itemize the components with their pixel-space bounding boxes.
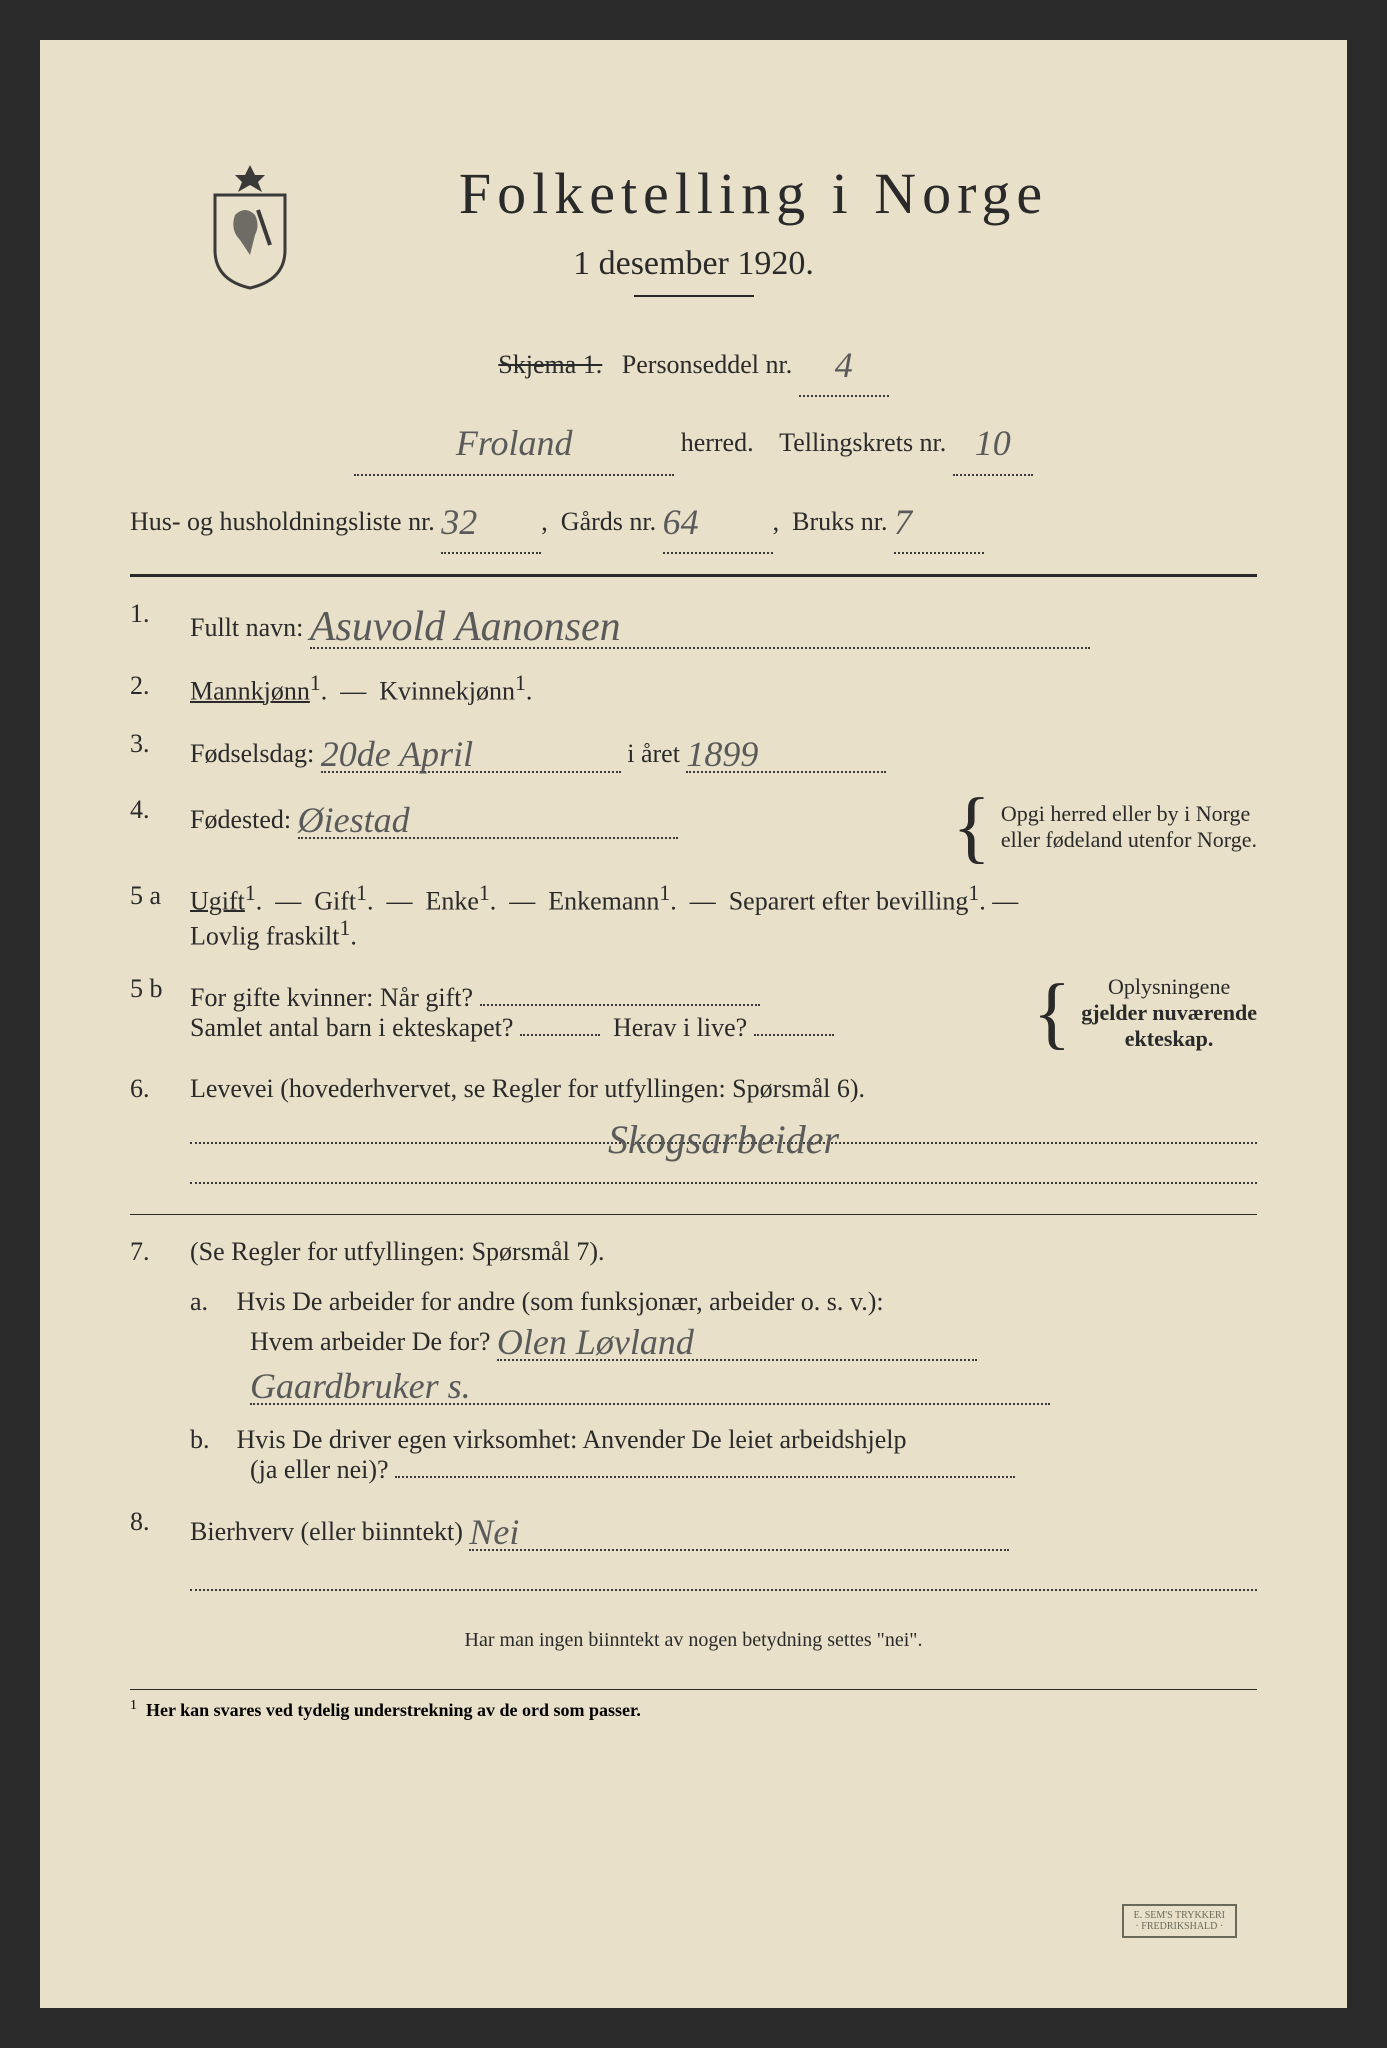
q8-value: Nei [469,1512,519,1552]
skjema-line: Skjema 1. Personseddel nr. 4 [130,327,1257,397]
q7a-text1: Hvis De arbeider for andre (som funksjon… [237,1287,884,1316]
header-rule [634,295,754,297]
q7-label: (Se Regler for utfyllingen: Spørsmål 7). [190,1237,604,1266]
q8-label: Bierhverv (eller biinntekt) [190,1517,463,1546]
q5b-label1: For gifte kvinner: Når gift? [190,983,473,1012]
q4-note1: Opgi herred eller by i Norge [1001,801,1257,827]
question-5a: 5 a Ugift1. — Gift1. — Enke1. — Enkemann… [130,881,1257,952]
q5b-num: 5 b [130,974,190,1004]
q7a-text2: Hvem arbeider De for? [250,1327,490,1356]
gards-value: 64 [663,502,699,542]
q5a-separert: Separert efter bevilling [729,886,969,915]
q1-label: Fullt navn: [190,613,303,642]
footnote-text: Her kan svares ved tydelig understreknin… [146,1700,641,1720]
q5a-gift: Gift [314,886,356,915]
stamp-line2: · FREDRIKSHALD · [1134,1921,1225,1932]
form-title: Folketelling i Norge [250,160,1257,227]
q7-num: 7. [130,1237,190,1267]
q1-num: 1. [130,599,190,629]
q8-num: 8. [130,1507,190,1537]
q5b-label3: Herav i live? [613,1013,747,1042]
q2-mann: Mannkjønn [190,677,310,706]
q6-label: Levevei (hovederhvervet, se Regler for u… [190,1074,865,1103]
q6-num: 6. [130,1074,190,1104]
husliste-value: 32 [441,502,477,542]
q5a-enke: Enke [425,886,478,915]
gards-label: Gårds nr. [561,507,656,536]
q4-num: 4. [130,795,190,825]
q5a-fraskilt: Lovlig fraskilt [190,922,339,951]
q5a-num: 5 a [130,881,190,911]
husliste-label: Hus- og husholdningsliste nr. [130,507,435,536]
personseddel-label: Personseddel nr. [622,350,792,379]
q2-sup1: 1 [310,671,321,695]
q7b-text1: Hvis De driver egen virksomhet: Anvender… [237,1425,907,1454]
bruks-label: Bruks nr. [792,507,887,536]
q5b-note3: ekteskap. [1125,1026,1214,1051]
herred-value: Froland [456,423,573,463]
stamp-line1: E. SEM'S TRYKKERI [1134,1910,1225,1921]
q4-value: Øiestad [298,800,410,840]
q1-value: Asuvold Aanonsen [310,604,621,650]
footnote-sup: 1 [130,1698,137,1713]
q5b-note2: gjelder nuværende [1081,1000,1257,1025]
q3-day: 20de April [321,734,473,774]
q6-value: Skogsarbeider [608,1117,839,1162]
q3-year: 1899 [686,734,758,774]
question-6: 6. Levevei (hovederhvervet, se Regler fo… [130,1074,1257,1192]
question-4: 4. Fødested: Øiestad { Opgi herred eller… [130,795,1257,859]
husliste-line: Hus- og husholdningsliste nr. 32, Gårds … [130,484,1257,554]
q4-note: { Opgi herred eller by i Norge eller fød… [942,795,1257,859]
bruks-value: 7 [894,502,912,542]
q2-kvinne: Kvinnekjønn [379,677,515,706]
q5b-note: { Oplysningene gjelder nuværende ekteska… [1023,974,1257,1052]
q5a-enkemann: Enkemann [548,886,659,915]
q5b-note1: Oplysningene [1081,974,1257,1000]
question-2: 2. Mannkjønn1. — Kvinnekjønn1. [130,671,1257,707]
question-3: 3. Fødselsdag: 20de April i året 1899 [130,729,1257,773]
rule-1 [130,574,1257,577]
shield-svg [200,160,300,290]
q7a-label: a. [190,1287,230,1317]
q4-note2: eller fødeland utenfor Norge. [1001,827,1257,853]
question-8: 8. Bierhverv (eller biinntekt) Nei [130,1507,1257,1599]
herred-line: Froland herred. Tellingskrets nr. 10 [130,405,1257,475]
coat-of-arms-icon [200,160,300,290]
q7b-label: b. [190,1425,230,1455]
herred-label: herred. [681,428,754,457]
q2-sup2: 1 [515,671,526,695]
q5b-label2: Samlet antal barn i ekteskapet? [190,1013,513,1042]
census-form-page: Folketelling i Norge 1 desember 1920. Sk… [0,0,1387,2048]
footnote: 1 Her kan svares ved tydelig understrekn… [130,1689,1257,1721]
q3-yearlabel: i året [627,739,680,768]
tellingskrets-value: 10 [975,423,1011,463]
q7a-value2: Gaardbruker s. [250,1366,471,1406]
q2-num: 2. [130,671,190,701]
skjema-label: Skjema 1. [498,350,602,379]
q3-label: Fødselsdag: [190,739,314,768]
q7a-value1: Olen Løvland [497,1322,694,1362]
q7b-text2: (ja eller nei)? [250,1455,389,1484]
q3-num: 3. [130,729,190,759]
q4-label: Fødested: [190,805,291,834]
rule-2 [130,1214,1257,1215]
printer-stamp: E. SEM'S TRYKKERI · FREDRIKSHALD · [1122,1904,1237,1938]
question-5b: 5 b For gifte kvinner: Når gift? Samlet … [130,974,1257,1052]
personseddel-value: 4 [835,345,853,385]
question-1: 1. Fullt navn: Asuvold Aanonsen [130,599,1257,649]
bottom-note: Har man ingen biinntekt av nogen betydni… [130,1621,1257,1659]
question-7: 7. (Se Regler for utfyllingen: Spørsmål … [130,1237,1257,1485]
q5a-ugift: Ugift [190,886,245,915]
tellingskrets-label: Tellingskrets nr. [779,428,946,457]
